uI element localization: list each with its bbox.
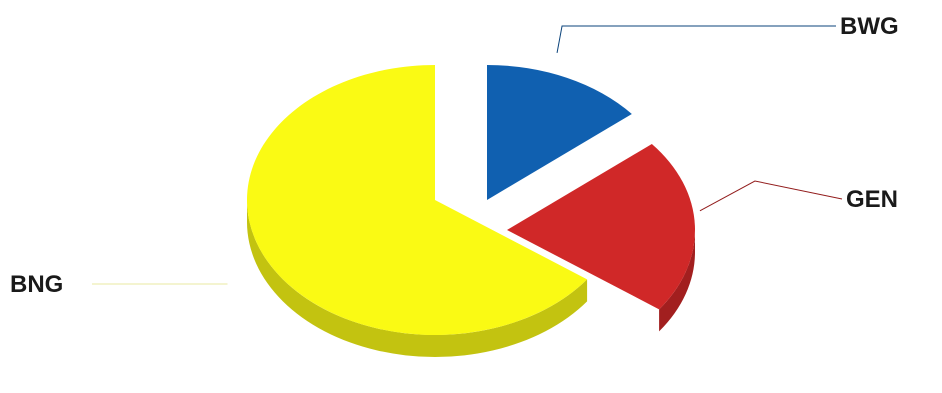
slice-label-gen: GEN <box>846 186 898 213</box>
slice-gen <box>507 143 695 310</box>
slice-bwg <box>487 65 632 200</box>
leader-lines <box>92 25 843 285</box>
leader-line-bwg <box>556 25 836 53</box>
pie-3d-sides <box>246 200 695 358</box>
leader-line-gen <box>699 180 843 212</box>
slice-bng <box>247 65 588 335</box>
pie-slices <box>247 65 695 335</box>
slice-label-bng: BNG <box>10 271 63 298</box>
slice-side-bng <box>246 200 588 358</box>
slice-side-gen <box>659 230 695 332</box>
slice-label-bwg: BWG <box>840 13 899 40</box>
